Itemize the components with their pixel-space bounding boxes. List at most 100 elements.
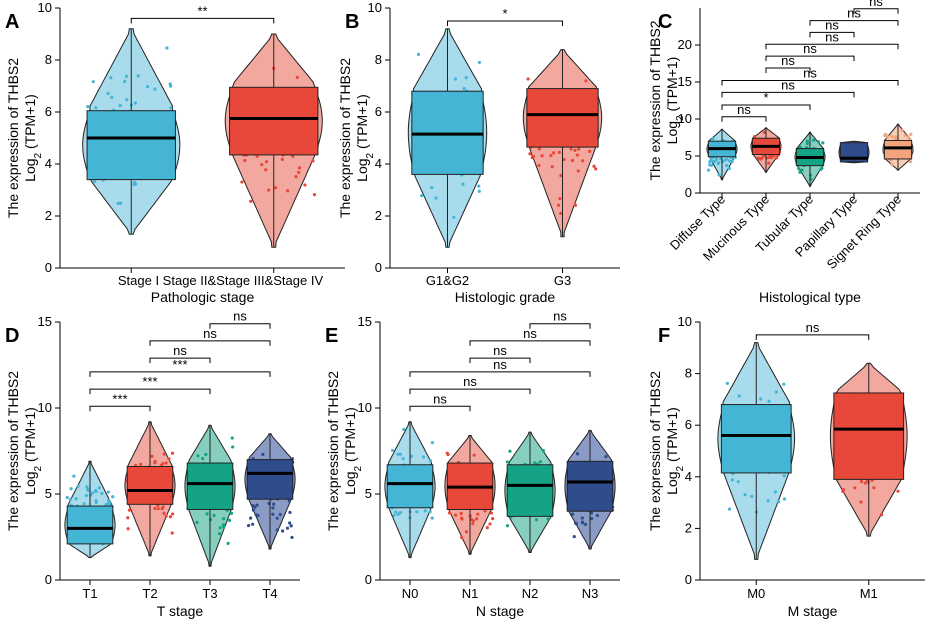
data-point (409, 454, 414, 458)
box (566, 460, 614, 512)
bracket-line (89, 405, 151, 412)
x-tick-label: G1&G2 (426, 273, 469, 288)
data-point (195, 520, 199, 525)
bracket-line (209, 323, 271, 329)
data-point (153, 87, 157, 91)
panel-letter: A (5, 11, 19, 33)
bracket-line (755, 334, 870, 340)
data-point (863, 481, 867, 485)
data-point (261, 452, 265, 456)
tpm-text: (TPM+1) (342, 407, 358, 466)
y-tick-label: 4 (45, 156, 52, 171)
group-stage-i-stage-ii (82, 28, 181, 235)
bracket-line (721, 80, 899, 86)
tpm-text: (TPM+1) (22, 94, 38, 153)
data-point (718, 157, 723, 161)
group-n0 (384, 421, 436, 559)
data-point (94, 500, 98, 504)
group-t4 (244, 433, 296, 550)
data-point (255, 503, 259, 507)
y-axis-title-log: Log2 (TPM+1) (22, 94, 44, 182)
y-tick-label: 4 (375, 156, 382, 171)
data-point (260, 162, 264, 167)
data-point (730, 160, 734, 164)
data-point (271, 512, 275, 516)
y-tick-label: 8 (45, 52, 52, 67)
data-point (730, 478, 734, 482)
bracket-line (447, 20, 563, 26)
y-tick-label: 5 (365, 486, 372, 501)
x-tick-label: G3 (554, 273, 571, 288)
significance-label: ns (433, 391, 447, 406)
data-point (104, 502, 108, 507)
data-point (906, 135, 910, 139)
data-point (448, 511, 452, 515)
data-point (108, 501, 112, 505)
data-point (710, 159, 714, 163)
x-tick-label: Signet Ring Type (824, 192, 904, 272)
data-point (291, 154, 295, 158)
x-axis-title: N stage (476, 603, 524, 619)
significance-label: ns (781, 53, 795, 68)
data-point (708, 163, 712, 167)
data-point (767, 161, 771, 165)
data-point (227, 518, 232, 522)
log-text: Log (22, 158, 38, 181)
data-point (94, 489, 98, 494)
data-point (580, 516, 584, 520)
significance-bracket: ns (409, 374, 531, 395)
panel-e: E 0 5 10 15 The expression of THBS2 Log2 (TPM+… (325, 309, 620, 619)
box (186, 462, 234, 510)
data-point (716, 161, 720, 166)
data-point (759, 397, 763, 401)
bracket-line (765, 67, 811, 73)
data-point (398, 510, 402, 515)
data-point (477, 184, 481, 188)
x-axis-title: T stage (157, 603, 204, 619)
log-text: Log (664, 121, 680, 144)
data-point (145, 84, 150, 89)
data-point (712, 159, 716, 164)
data-point (111, 495, 115, 499)
y-axis-title-log: Log2 (TPM+1) (22, 407, 44, 495)
data-point (416, 52, 421, 56)
data-point (714, 158, 719, 162)
data-point (570, 512, 575, 516)
data-point (106, 91, 110, 96)
group-tubular-type (794, 131, 826, 187)
data-point (167, 457, 171, 461)
data-point (890, 134, 894, 139)
significance-bracket: ns (853, 0, 899, 14)
tpm-text: (TPM+1) (664, 57, 680, 116)
data-point (805, 139, 809, 143)
y-tick-label: 2 (685, 520, 692, 535)
significance-bracket: ns (755, 320, 870, 340)
significance-bracket: ns (149, 326, 271, 346)
data-point (221, 523, 226, 527)
data-point (558, 196, 562, 201)
data-point (537, 163, 541, 168)
bracket-line (409, 405, 471, 412)
data-point (559, 174, 563, 178)
data-point (430, 441, 434, 445)
data-point (570, 158, 575, 163)
bracket-line (809, 31, 855, 38)
y-axis-title: The expression of THBS2 (647, 371, 663, 531)
y-tick-label: 0 (45, 572, 52, 587)
y-tick-label: 10 (38, 0, 52, 15)
significance-label: ns (173, 343, 187, 358)
x-tick-label: N3 (582, 586, 599, 601)
y-axis-title-log: Log2 (TPM+1) (664, 407, 686, 495)
x-tick-label: T1 (82, 586, 97, 601)
data-point (491, 517, 495, 521)
data-point (97, 486, 101, 490)
x-axis-title: M stage (788, 603, 838, 619)
data-point (724, 163, 729, 168)
data-point (281, 529, 285, 533)
data-point (727, 507, 732, 511)
panel-letter: B (345, 11, 359, 33)
y-tick-label: 0 (685, 572, 692, 587)
data-point (396, 452, 400, 456)
panel-letter: F (658, 325, 670, 347)
